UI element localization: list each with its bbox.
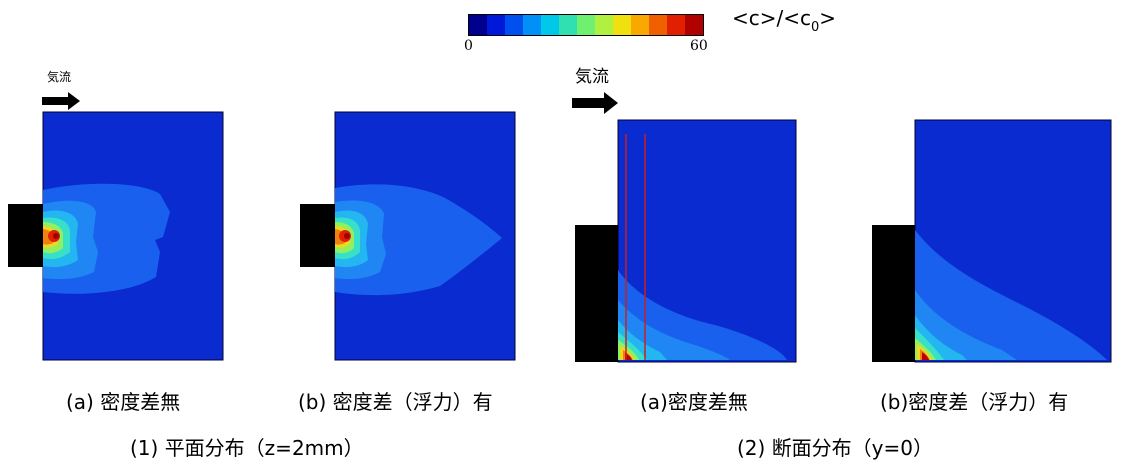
colorbar-swatch <box>505 15 523 35</box>
colorbar-swatch <box>469 15 487 35</box>
section-b-contour <box>872 119 1112 363</box>
colorbar-swatch <box>577 15 595 35</box>
flow-label-plane: 気流 <box>47 70 72 84</box>
colorbar-swatch <box>631 15 649 35</box>
plane-b-caption: (b) 密度差（浮力）有 <box>298 390 493 414</box>
section-b-caption: (b)密度差（浮力）有 <box>880 390 1069 414</box>
colorbar-title-main: <c>/<c <box>732 6 812 30</box>
colorbar-swatch <box>613 15 631 35</box>
colorbar-swatch <box>523 15 541 35</box>
flow-arrow-plane-icon <box>42 92 80 110</box>
colorbar-swatch <box>667 15 685 35</box>
section-a-contour <box>575 119 797 363</box>
plane-b-contour <box>300 111 516 361</box>
plane-a-caption: (a) 密度差無 <box>66 390 181 414</box>
colorbar-swatch <box>487 15 505 35</box>
section-a-caption: (a)密度差無 <box>640 390 748 414</box>
section-group-title: (2) 断面分布（y=0） <box>737 436 934 460</box>
colorbar-swatch <box>685 15 703 35</box>
colorbar-max-label: 60 <box>690 38 708 54</box>
colorbar-title-end: > <box>819 6 837 30</box>
flow-arrow-section-icon <box>572 92 618 114</box>
flow-label-section: 気流 <box>575 67 609 87</box>
colorbar <box>468 14 704 36</box>
colorbar-swatch <box>559 15 577 35</box>
plane-a-contour <box>8 111 224 361</box>
colorbar-swatch <box>595 15 613 35</box>
colorbar-title-sub: 0 <box>811 20 820 35</box>
colorbar-swatch <box>649 15 667 35</box>
plane-group-title: (1) 平面分布（z=2mm） <box>130 436 364 460</box>
colorbar-title: <c>/<c0> <box>732 6 836 35</box>
colorbar-swatch <box>541 15 559 35</box>
colorbar-min-label: 0 <box>464 38 473 54</box>
